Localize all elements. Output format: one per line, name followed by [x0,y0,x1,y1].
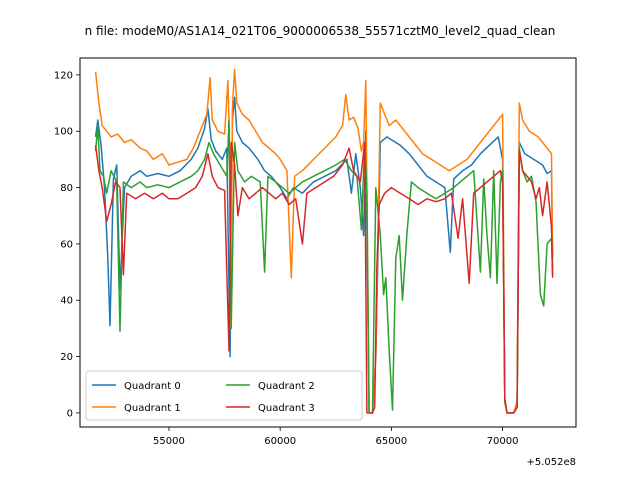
y-tick-label: 0 [67,408,73,419]
x-axis: 55000 60000 65000 70000 [153,427,519,447]
plot-area [79,57,577,428]
y-tick-label: 80 [60,183,73,194]
chart-title: n file: modeM0/AS1A14_021T06_9000006538_… [85,24,556,38]
legend-label: Quadrant 3 [258,403,315,414]
legend-item-quadrant-1: Quadrant 1 [92,403,181,414]
series-layer [94,68,554,414]
x-offset-label: +5.052e8 [526,457,576,468]
legend-item-quadrant-3: Quadrant 3 [226,403,315,414]
legend-box [85,370,363,421]
legend-label: Quadrant 1 [124,403,181,414]
series-line-quadrant-1 [94,68,554,414]
y-tick-label: 20 [60,352,73,363]
legend-item-quadrant-0: Quadrant 0 [92,381,181,392]
legend-item-quadrant-2: Quadrant 2 [226,381,315,392]
series-line-quadrant-2 [94,119,554,414]
legend: Quadrant 0 Quadrant 1 Quadrant 2 Quadrant 3 [85,370,363,421]
y-tick-label: 60 [60,239,73,250]
legend-label: Quadrant 0 [124,381,181,392]
legend-label: Quadrant 2 [258,381,315,392]
y-tick-label: 40 [60,296,73,307]
series-line-quadrant-3 [94,141,554,414]
x-tick-label: 55000 [153,436,185,447]
y-axis: 0 20 40 60 80 100 120 [54,70,80,419]
x-tick-label: 70000 [487,436,519,447]
y-tick-label: 120 [54,70,73,81]
x-tick-label: 60000 [264,436,296,447]
axes-frame [79,57,577,428]
series-line-quadrant-0 [94,96,554,414]
y-tick-label: 100 [54,127,73,138]
x-tick-label: 65000 [375,436,407,447]
